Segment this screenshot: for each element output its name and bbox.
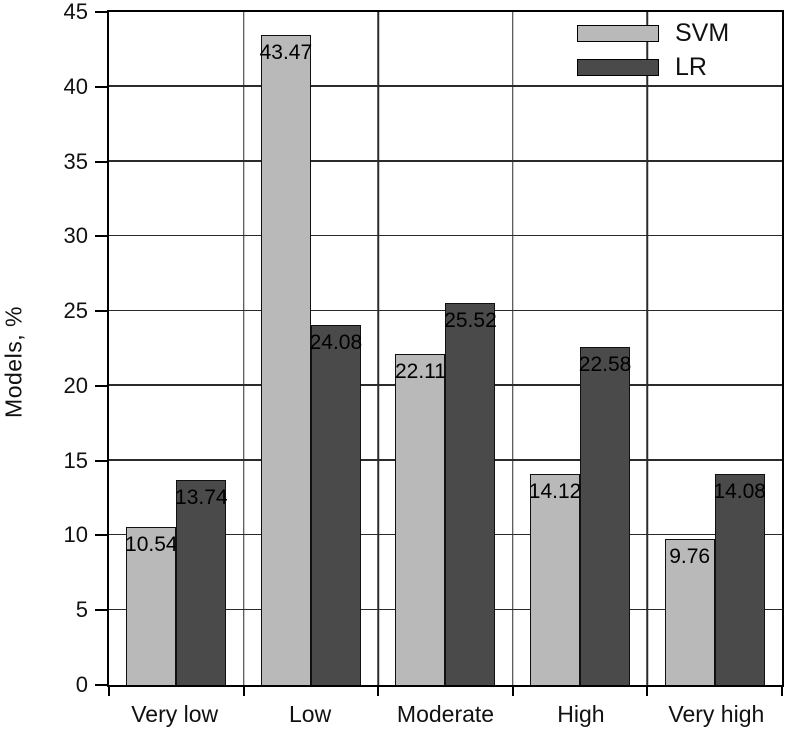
category-label: High [557,701,605,727]
gridline-vertical [377,12,379,685]
y-tick-mark [95,85,109,88]
x-tick-mark [242,685,245,696]
bar-group: 9.76 14.08 [647,12,782,685]
legend-swatch-lr [577,59,659,76]
bar-value-label: 13.74 [175,485,228,509]
y-axis-title: Models, % [0,306,27,418]
y-tick-mark [95,459,109,462]
y-tick-label: 15 [63,447,88,473]
bar-value-label: 14.08 [713,480,766,504]
x-axis-labels: Very low Low Moderate High Very high [107,701,784,728]
bar-lr: 14.08 [713,474,766,685]
gridline-horizontal [109,85,782,87]
bars-layer: 10.54 13.74 43.47 24.08 22.11 25.52 14.12 22.58… [109,12,782,685]
category-label: Very high [668,701,765,727]
bar-value-label: 22.11 [394,360,446,384]
y-tick-label: 30 [63,223,88,249]
bar-svm: 14.12 [528,473,582,685]
y-tick-label: 25 [63,298,88,324]
bar-group: 43.47 24.08 [244,12,379,685]
y-tick-mark [95,310,109,313]
bar-group: 22.11 25.52 [378,12,513,685]
gridline-horizontal [109,234,782,237]
plot-area: 0 5 10 15 20 25 30 35 40 45 10.54 13.74 43.47 24.08 2… [64,1,784,696]
bar-lr: 22.58 [578,347,632,685]
bar-lr: 13.74 [175,479,228,685]
category-label: Moderate [396,701,495,727]
y-tick-mark [95,684,109,686]
bar-value-label: 9.76 [669,545,711,569]
bar-svm: 10.54 [125,527,178,685]
y-tick-mark [95,160,109,163]
gridline-vertical [242,12,245,685]
y-tick-mark [95,534,109,537]
y-tick-mark [95,384,109,387]
legend: SVM LR [577,21,729,80]
x-tick-mark [377,685,380,696]
y-tick-mark [95,235,109,238]
bar-value-label: 43.47 [259,40,313,64]
bar-value-label: 14.12 [528,479,582,503]
x-tick-mark [646,685,649,696]
y-tick-mark [95,609,109,612]
y-tick-label: 0 [75,672,88,697]
bar-lr: 25.52 [444,303,497,685]
legend-row: LR [577,55,729,80]
bar-value-label: 25.52 [444,309,497,333]
bar-value-label: 10.54 [125,533,178,557]
category-label: Low [289,701,332,727]
bar-svm: 43.47 [259,34,313,685]
legend-row: SVM [577,21,729,46]
y-tick-mark [95,11,109,13]
legend-label: LR [675,53,707,81]
bar-svm: 9.76 [664,539,715,685]
y-tick-label: 10 [63,522,88,548]
y-tick-label: 45 [63,0,88,24]
y-tick-label: 20 [63,372,88,398]
gridline-horizontal [109,160,782,162]
x-tick-mark [781,685,783,696]
bar-value-label: 24.08 [309,330,363,354]
bar-group: 10.54 13.74 [109,12,244,685]
bar-group: 14.12 22.58 [513,12,648,685]
y-tick-label: 40 [63,73,88,99]
gridline-vertical [512,12,514,685]
x-tick-mark [108,685,110,696]
legend-swatch-svm [577,25,659,42]
bar-value-label: 22.58 [578,353,632,377]
category-label: Very low [131,701,219,727]
legend-label: SVM [675,19,730,47]
x-tick-mark [511,685,514,696]
bar-svm: 22.11 [394,354,446,685]
y-tick-label: 5 [75,597,88,623]
gridline-vertical [646,12,649,685]
bar-lr: 24.08 [309,324,363,685]
y-tick-label: 35 [63,148,88,174]
